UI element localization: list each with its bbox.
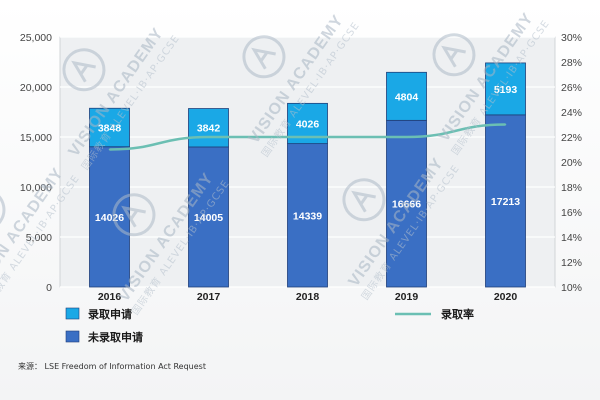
bar-not-admitted: [386, 119, 427, 288]
x-tick-label: 2019: [395, 291, 419, 303]
data-label-admitted: 5193: [494, 84, 518, 96]
y-right-tick-label: 20%: [561, 157, 582, 169]
rate-line: [108, 123, 507, 151]
bar-admitted: [188, 108, 229, 148]
data-label-not-admitted: 14339: [293, 210, 322, 222]
bar-not-admitted: [287, 143, 328, 288]
y-right-tick-label: 30%: [561, 32, 582, 44]
legend-label: 未录取申请: [87, 330, 143, 344]
bar-admitted: [89, 107, 130, 148]
data-label-not-admitted: 14005: [194, 212, 223, 224]
legend-label: 录取申请: [88, 307, 132, 321]
y-right-tick-label: 28%: [561, 57, 582, 69]
left-axis: 0 5,000 10,000 15,000 20,000 25,000: [20, 32, 52, 294]
x-tick-label: 2018: [296, 291, 320, 303]
data-label-not-admitted: 16666: [392, 199, 421, 211]
y-right-tick-label: 16%: [561, 207, 582, 219]
source-note: 来源： LSE Freedom of Information Act Reque…: [18, 362, 206, 371]
legend-swatch: [65, 307, 80, 320]
y-left-tick-label: 5,000: [26, 232, 52, 244]
rate-point: [306, 136, 309, 138]
y-right-tick-label: 10%: [561, 282, 582, 294]
y-right-tick-label: 26%: [561, 82, 582, 94]
y-left-tick-label: 25,000: [20, 32, 52, 44]
y-left-tick-label: 15,000: [20, 132, 52, 144]
data-label-admitted: 3842: [197, 123, 221, 135]
x-axis: 2016 2017 2018 2019 2020: [98, 291, 518, 303]
right-axis: 10% 12% 14% 16% 18% 20% 22% 24% 26% 28% 30%: [561, 32, 582, 294]
rate-point: [108, 148, 111, 151]
y-right-tick-label: 24%: [561, 107, 582, 119]
y-right-tick-label: 22%: [561, 132, 582, 144]
bar-labels: 14026 3848 14005 3842 14339 4026 16666 4804 1721…: [95, 84, 520, 224]
data-label-not-admitted: 14026: [95, 212, 124, 224]
legend-label: 录取率: [441, 307, 474, 321]
rate-point: [405, 136, 408, 138]
y-right-tick-label: 14%: [561, 232, 582, 244]
bar-not-admitted: [485, 114, 526, 288]
bar-admitted: [485, 62, 526, 116]
bar-not-admitted: [188, 146, 229, 288]
bar-admitted: [386, 71, 427, 121]
y-left-tick-label: 20,000: [20, 82, 52, 94]
x-tick-label: 2017: [197, 291, 221, 303]
y-right-tick-label: 18%: [561, 182, 582, 194]
rate-point: [207, 136, 210, 138]
y-left-tick-label: 10,000: [20, 182, 52, 194]
x-tick-label: 2016: [98, 291, 122, 303]
data-label-admitted: 4026: [296, 118, 320, 130]
y-left-tick-label: 0: [46, 282, 52, 294]
rate-point: [504, 123, 507, 126]
data-label-admitted: 4804: [395, 91, 419, 103]
data-label-not-admitted: 17213: [491, 196, 520, 208]
data-label-admitted: 3848: [98, 123, 122, 135]
bar-not-admitted: [89, 146, 130, 288]
x-tick-label: 2020: [494, 291, 518, 303]
y-right-tick-label: 12%: [561, 257, 582, 269]
legend-swatch: [65, 330, 80, 343]
